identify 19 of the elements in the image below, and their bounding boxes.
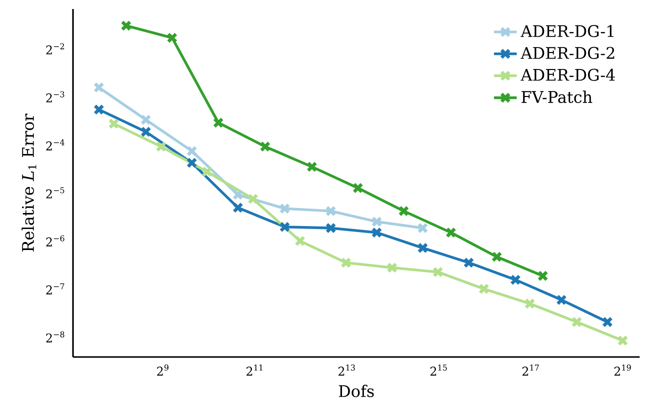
y-tick-label: 2$^{−7}$	[46, 283, 64, 294]
x-tick-label: 2$^{19}$	[614, 364, 631, 376]
legend-label: ADER-DG-2	[520, 46, 614, 60]
y-tick-label: 2$^{−5}$	[46, 187, 64, 198]
x-tick-label: 2$^{9}$	[157, 364, 168, 376]
y-axis-title: Relative L$_{1}$ Error	[22, 114, 36, 252]
legend-label: ADER-DG-4	[520, 68, 615, 81]
x-axis-title: Dofs	[338, 384, 374, 398]
y-tick-label: 2$^{−3}$	[46, 91, 64, 102]
x-tick-label: 2$^{15}$	[430, 364, 447, 376]
y-tick-label: 2$^{−2}$	[46, 43, 64, 54]
y-tick-label: 2$^{−4}$	[46, 139, 64, 150]
x-tick-label: 2$^{17}$	[522, 364, 539, 376]
legend-label: FV-Patch	[522, 90, 592, 104]
y-tick-label: 2$^{−8}$	[46, 331, 64, 342]
legend-label: ADER-DG-1	[520, 25, 614, 38]
x-tick-label: 2$^{11}$	[246, 364, 262, 376]
x-tick-label: 2$^{13}$	[338, 364, 355, 376]
y-tick-label: 2$^{−6}$	[46, 235, 64, 246]
